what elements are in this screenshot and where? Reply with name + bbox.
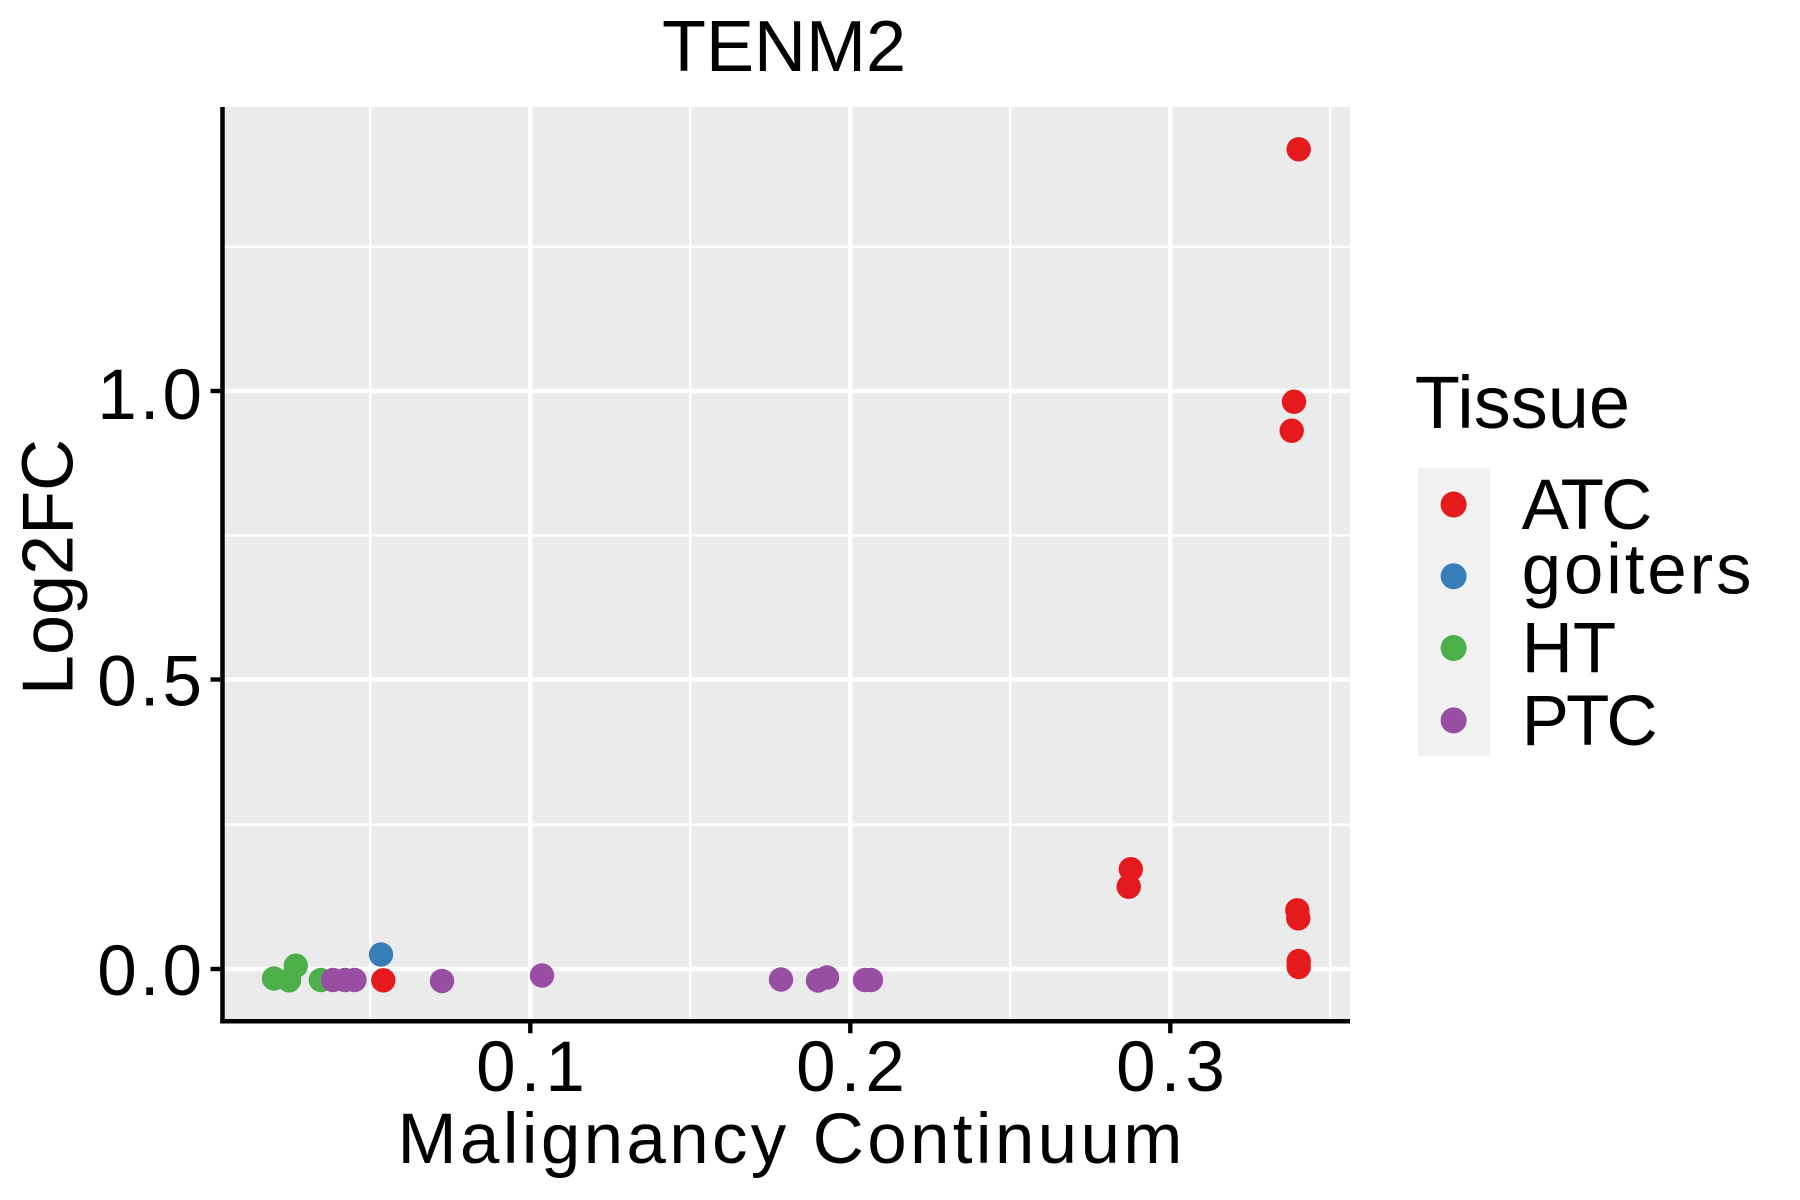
svg-text:0.3: 0.3 — [1116, 1028, 1230, 1107]
svg-text:TENM2: TENM2 — [662, 7, 906, 87]
svg-text:0.2: 0.2 — [796, 1028, 910, 1107]
svg-text:0.1: 0.1 — [476, 1028, 590, 1107]
svg-text:PTC: PTC — [1522, 682, 1656, 761]
svg-text:Log2FC: Log2FC — [9, 439, 89, 695]
svg-text:Tissue: Tissue — [1415, 361, 1630, 444]
svg-text:ATC: ATC — [1522, 466, 1650, 545]
svg-text:0.0: 0.0 — [97, 932, 205, 1011]
svg-text:0.5: 0.5 — [97, 643, 205, 722]
svg-text:HT: HT — [1522, 610, 1617, 689]
svg-text:Malignancy Continuum: Malignancy Continuum — [397, 1100, 1185, 1179]
svg-text:1.0: 1.0 — [97, 356, 205, 435]
svg-text:goiters: goiters — [1522, 530, 1755, 609]
